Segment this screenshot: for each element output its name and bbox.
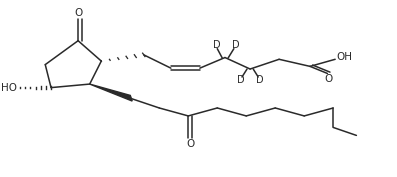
- Text: OH: OH: [336, 52, 352, 62]
- Text: O: O: [324, 74, 332, 84]
- Text: D: D: [214, 40, 221, 50]
- Text: D: D: [232, 40, 240, 50]
- Text: D: D: [256, 75, 264, 85]
- Polygon shape: [90, 84, 132, 101]
- Text: O: O: [186, 139, 194, 149]
- Text: D: D: [237, 75, 245, 85]
- Text: HO: HO: [2, 83, 17, 93]
- Text: O: O: [74, 8, 82, 18]
